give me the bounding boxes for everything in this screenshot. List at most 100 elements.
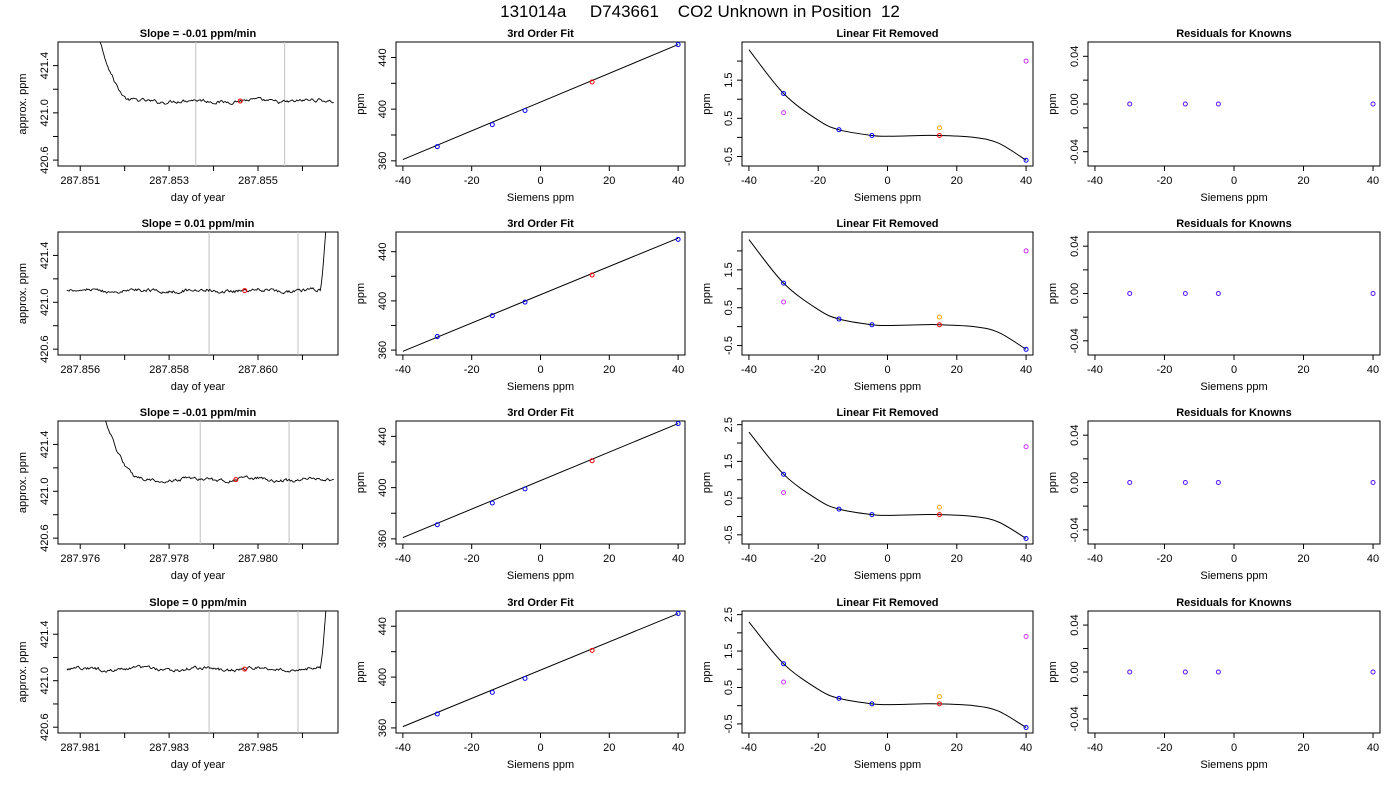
- y-tick-label: 400: [377, 668, 389, 686]
- x-axis-label: Siemens ppm: [854, 570, 921, 582]
- y-tick-label: 0.04: [1069, 424, 1081, 445]
- data-point: [1127, 291, 1133, 296]
- y-tick-label: 420.6: [39, 146, 51, 174]
- data-point: [1127, 669, 1133, 675]
- panel-title: Residuals for Knowns: [1176, 28, 1292, 40]
- y-tick-label: 440: [377, 48, 389, 66]
- x-tick-label: -20: [464, 175, 480, 187]
- plot-area: [1127, 291, 1376, 296]
- data-point: [936, 132, 942, 138]
- x-tick-label: -20: [810, 742, 826, 754]
- data-point: [1216, 480, 1221, 485]
- data-point: [936, 694, 942, 700]
- panel-title: 3rd Order Fit: [507, 218, 574, 230]
- data-point: [434, 334, 440, 340]
- data-point: [522, 107, 528, 113]
- chart-panel: Residuals for Knowns -40 -20 0 20 40 -0.04 0.00…: [1047, 407, 1381, 582]
- plot-area: [402, 611, 681, 728]
- x-tick-label: 20: [1297, 175, 1309, 187]
- data-point: [1023, 535, 1029, 541]
- fit-line: [402, 423, 679, 539]
- plot-frame: [741, 610, 1034, 734]
- y-axis-label: ppm: [355, 661, 367, 682]
- x-tick-label: 40: [1367, 553, 1379, 565]
- data-point: [1023, 633, 1029, 639]
- x-tick-label: 20: [951, 742, 963, 754]
- plot-area: [402, 236, 681, 352]
- x-axis-label: Siemens ppm: [1200, 381, 1267, 393]
- y-tick-label: 2.5: [723, 607, 735, 622]
- chart-panel: Slope = -0.01 ppm/min 287.851 287.853 287.8…: [17, 28, 339, 204]
- panel-title: Slope = 0.01 ppm/min: [142, 218, 255, 230]
- data-point: [836, 316, 842, 322]
- panel-title: Residuals for Knowns: [1176, 597, 1292, 609]
- y-tick-label: 421.4: [39, 620, 51, 648]
- x-tick-label: 287.856: [60, 364, 100, 376]
- x-tick-label: -20: [1157, 553, 1173, 565]
- mean-marker: [242, 288, 248, 294]
- y-tick-label: 0.04: [1069, 235, 1081, 256]
- x-tick-label: -20: [1157, 742, 1173, 754]
- plot-frame: [57, 420, 339, 545]
- x-axis-label: day of year: [171, 381, 226, 393]
- x-axis-label: Siemens ppm: [507, 570, 574, 582]
- y-tick-label: 440: [377, 427, 389, 445]
- x-tick-label: 287.858: [149, 364, 189, 376]
- x-tick-label: 20: [603, 175, 615, 187]
- y-axis-label: ppm: [355, 93, 367, 114]
- panel-title: 3rd Order Fit: [507, 28, 574, 40]
- plot-area: [99, 42, 334, 166]
- fit-line: [402, 613, 679, 728]
- x-axis-label: Siemens ppm: [854, 759, 921, 771]
- y-axis-label: approx. ppm: [17, 452, 29, 513]
- y-tick-label: 360: [377, 152, 389, 170]
- data-point: [434, 522, 440, 528]
- data-point: [1183, 669, 1188, 675]
- y-tick-label: 440: [377, 617, 389, 635]
- x-tick-label: 0: [1231, 553, 1237, 565]
- data-point: [1216, 291, 1221, 296]
- plot-frame: [57, 231, 339, 356]
- data-point: [489, 689, 495, 695]
- data-point: [1023, 444, 1029, 450]
- data-point: [936, 322, 942, 328]
- data-point: [675, 236, 681, 242]
- x-tick-label: 20: [603, 364, 615, 376]
- data-point: [869, 701, 875, 707]
- plot-frame: [57, 610, 339, 734]
- co2-trace: [105, 421, 334, 484]
- x-tick-label: 0: [884, 742, 890, 754]
- x-tick-label: 20: [951, 364, 963, 376]
- y-tick-label: 0.00: [1069, 661, 1081, 682]
- data-point: [489, 122, 495, 128]
- data-point: [1183, 291, 1188, 296]
- co2-trace: [66, 611, 327, 673]
- y-tick-label: 0.04: [1069, 46, 1081, 67]
- chart-panel: Residuals for Knowns -40 -20 0 20 40 -0.04 0.00…: [1047, 218, 1381, 393]
- plot-area: [402, 42, 681, 161]
- chart-panel: Slope = 0.01 ppm/min 287.856 287.858 287.86…: [17, 218, 339, 393]
- chart-panel: Residuals for Knowns -40 -20 0 20 40 -0.04 0.00…: [1047, 28, 1381, 204]
- x-axis-label: Siemens ppm: [854, 192, 921, 204]
- data-point: [1370, 669, 1376, 675]
- y-tick-label: -0.04: [1069, 139, 1081, 164]
- plot-frame: [741, 231, 1034, 356]
- x-tick-label: -20: [1157, 364, 1173, 376]
- y-tick-label: -0.5: [723, 525, 735, 544]
- co2-trace: [66, 232, 327, 295]
- data-point: [589, 458, 595, 464]
- plot-area: [748, 621, 1029, 731]
- x-axis-label: Siemens ppm: [507, 192, 574, 204]
- data-point: [589, 79, 595, 85]
- x-tick-label: 20: [1297, 742, 1309, 754]
- x-tick-label: -20: [464, 742, 480, 754]
- plot-frame: [741, 41, 1034, 167]
- x-tick-label: 287.981: [60, 742, 100, 754]
- y-tick-label: 0.5: [723, 490, 735, 505]
- x-axis-label: Siemens ppm: [507, 381, 574, 393]
- x-tick-label: 287.980: [238, 553, 278, 565]
- fit-line: [402, 44, 679, 161]
- x-tick-label: -40: [1087, 742, 1103, 754]
- x-axis-label: Siemens ppm: [507, 759, 574, 771]
